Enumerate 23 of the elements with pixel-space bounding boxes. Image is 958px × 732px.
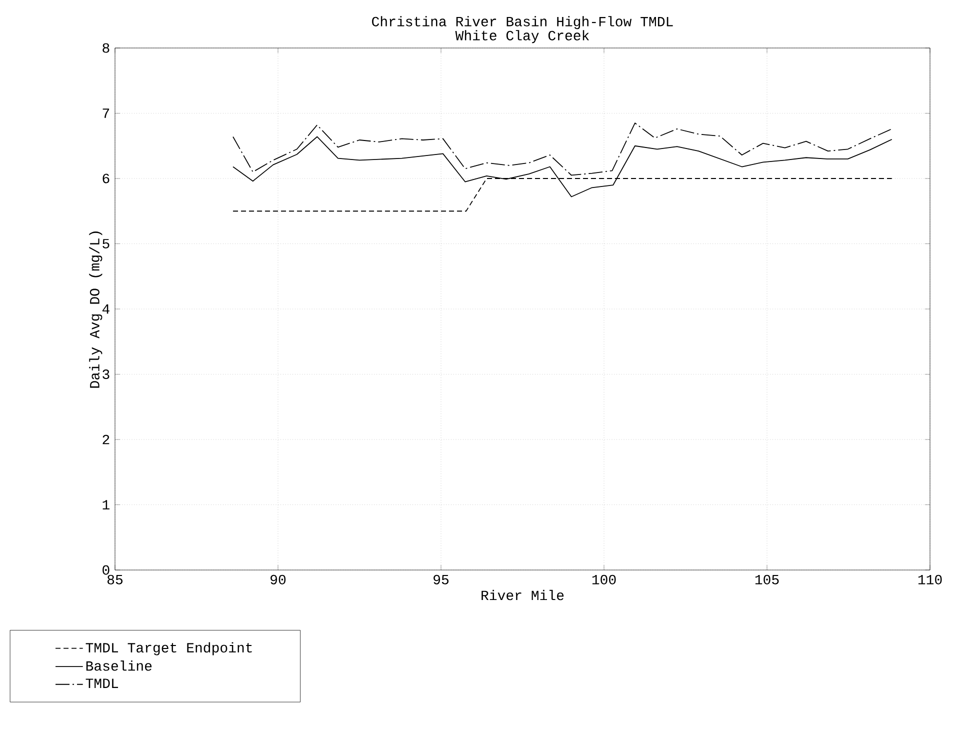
- y-tick-label: 4: [102, 304, 110, 314]
- y-tick-label: 6: [102, 174, 110, 184]
- y-tick-label: 7: [102, 108, 110, 118]
- x-axis-title: River Mile: [482, 590, 564, 600]
- legend-label: Baseline: [86, 660, 152, 671]
- chart-title: Christina River Basin High-Flow TMDL: [372, 16, 673, 30]
- line-series: [232, 122, 892, 176]
- x-tick-label: 105: [755, 574, 779, 584]
- y-tick-label: 3: [102, 370, 110, 380]
- x-tick-label: 85: [108, 574, 123, 584]
- legend-label: TMDL Target Endpoint: [86, 642, 252, 656]
- x-tick-label: 110: [918, 574, 942, 584]
- y-tick-label: 0: [102, 565, 110, 575]
- y-tick-label: 2: [102, 434, 110, 444]
- y-axis-title: Daily Avg DO (mg/L): [89, 232, 102, 388]
- y-tick-label: 1: [102, 500, 110, 510]
- x-tick-label: 90: [270, 574, 286, 584]
- y-tick-label: 5: [102, 239, 110, 248]
- x-tick-label: 100: [592, 574, 616, 584]
- x-tick-label: 95: [434, 574, 449, 584]
- legend-label: TMDL: [86, 678, 118, 688]
- y-tick-label: 8: [102, 43, 110, 53]
- chart-subtitle: White Clay Creek: [455, 30, 589, 44]
